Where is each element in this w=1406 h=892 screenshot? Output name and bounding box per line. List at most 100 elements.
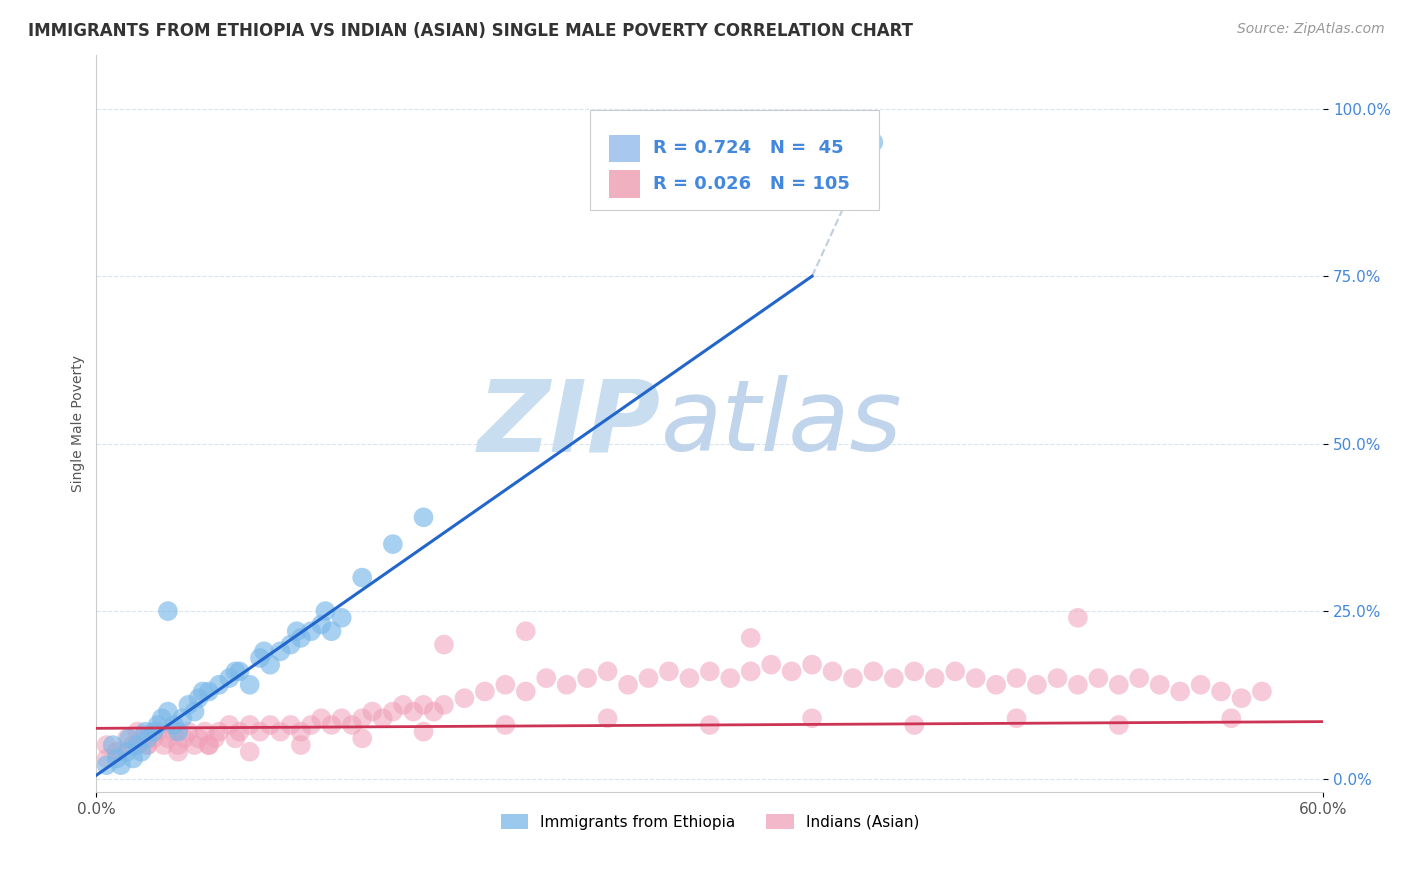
Point [534, 671, 557, 685]
Point [228, 665, 250, 679]
Point [187, 691, 209, 706]
Point [1220, 711, 1243, 725]
Point [167, 745, 190, 759]
Point [371, 711, 394, 725]
Point [239, 745, 262, 759]
Point [699, 665, 721, 679]
Point [115, 731, 138, 746]
Point [1046, 671, 1069, 685]
Point [142, 731, 165, 746]
Point [412, 510, 434, 524]
Point [218, 671, 240, 685]
Point [142, 724, 165, 739]
Point [101, 738, 124, 752]
Point [150, 711, 173, 725]
Point [321, 624, 343, 639]
Point [576, 671, 599, 685]
Point [314, 604, 336, 618]
Point [1209, 684, 1232, 698]
Point [740, 665, 762, 679]
Point [253, 644, 276, 658]
Point [127, 738, 149, 752]
Point [127, 724, 149, 739]
Point [555, 678, 578, 692]
Point [1128, 671, 1150, 685]
Point [280, 638, 302, 652]
Point [321, 718, 343, 732]
Point [381, 537, 404, 551]
Point [146, 718, 169, 732]
Point [637, 671, 659, 685]
Text: IMMIGRANTS FROM ETHIOPIA VS INDIAN (ASIAN) SINGLE MALE POVERTY CORRELATION CHART: IMMIGRANTS FROM ETHIOPIA VS INDIAN (ASIA… [28, 22, 912, 40]
Point [269, 644, 291, 658]
Point [110, 758, 132, 772]
Point [156, 604, 179, 618]
Text: atlas: atlas [661, 375, 903, 472]
Text: ZIP: ZIP [478, 375, 661, 472]
Point [433, 638, 456, 652]
Point [352, 571, 374, 585]
Point [780, 665, 803, 679]
Point [984, 678, 1007, 692]
Point [1230, 691, 1253, 706]
Point [153, 738, 176, 752]
Text: R = 0.026   N = 105: R = 0.026 N = 105 [652, 175, 849, 193]
Point [280, 718, 302, 732]
Point [596, 665, 619, 679]
Point [198, 684, 221, 698]
Point [269, 724, 291, 739]
Point [883, 671, 905, 685]
Point [208, 724, 231, 739]
Point [290, 724, 312, 739]
Point [862, 135, 884, 149]
Text: Source: ZipAtlas.com: Source: ZipAtlas.com [1237, 22, 1385, 37]
Point [187, 731, 209, 746]
Point [285, 624, 308, 639]
Point [1067, 678, 1090, 692]
Point [249, 651, 271, 665]
Point [903, 665, 925, 679]
Point [299, 718, 322, 732]
Point [1251, 684, 1274, 698]
Point [515, 624, 537, 639]
Point [173, 731, 195, 746]
Point [699, 718, 721, 732]
Point [105, 745, 128, 759]
Point [1026, 678, 1049, 692]
Point [208, 678, 231, 692]
Point [903, 718, 925, 732]
Point [204, 731, 226, 746]
Point [218, 718, 240, 732]
Point [167, 738, 190, 752]
Point [146, 724, 169, 739]
Point [163, 718, 186, 732]
Point [311, 711, 333, 725]
Point [224, 665, 246, 679]
Point [494, 718, 516, 732]
Point [678, 671, 700, 685]
Point [862, 665, 884, 679]
Point [658, 665, 681, 679]
Point [340, 718, 363, 732]
Point [191, 684, 214, 698]
Point [1168, 684, 1191, 698]
Point [96, 751, 118, 765]
Point [842, 671, 865, 685]
Point [177, 724, 200, 739]
Point [617, 678, 640, 692]
Point [290, 738, 312, 752]
Point [156, 705, 179, 719]
Point [259, 718, 281, 732]
Point [1149, 678, 1171, 692]
Point [259, 657, 281, 672]
Point [392, 698, 415, 712]
Point [134, 724, 156, 739]
Point [965, 671, 987, 685]
Point [381, 705, 404, 719]
Point [136, 738, 159, 752]
Y-axis label: Single Male Poverty: Single Male Poverty [72, 355, 86, 492]
Point [156, 731, 179, 746]
Point [433, 698, 456, 712]
Point [330, 611, 353, 625]
Point [1005, 711, 1028, 725]
